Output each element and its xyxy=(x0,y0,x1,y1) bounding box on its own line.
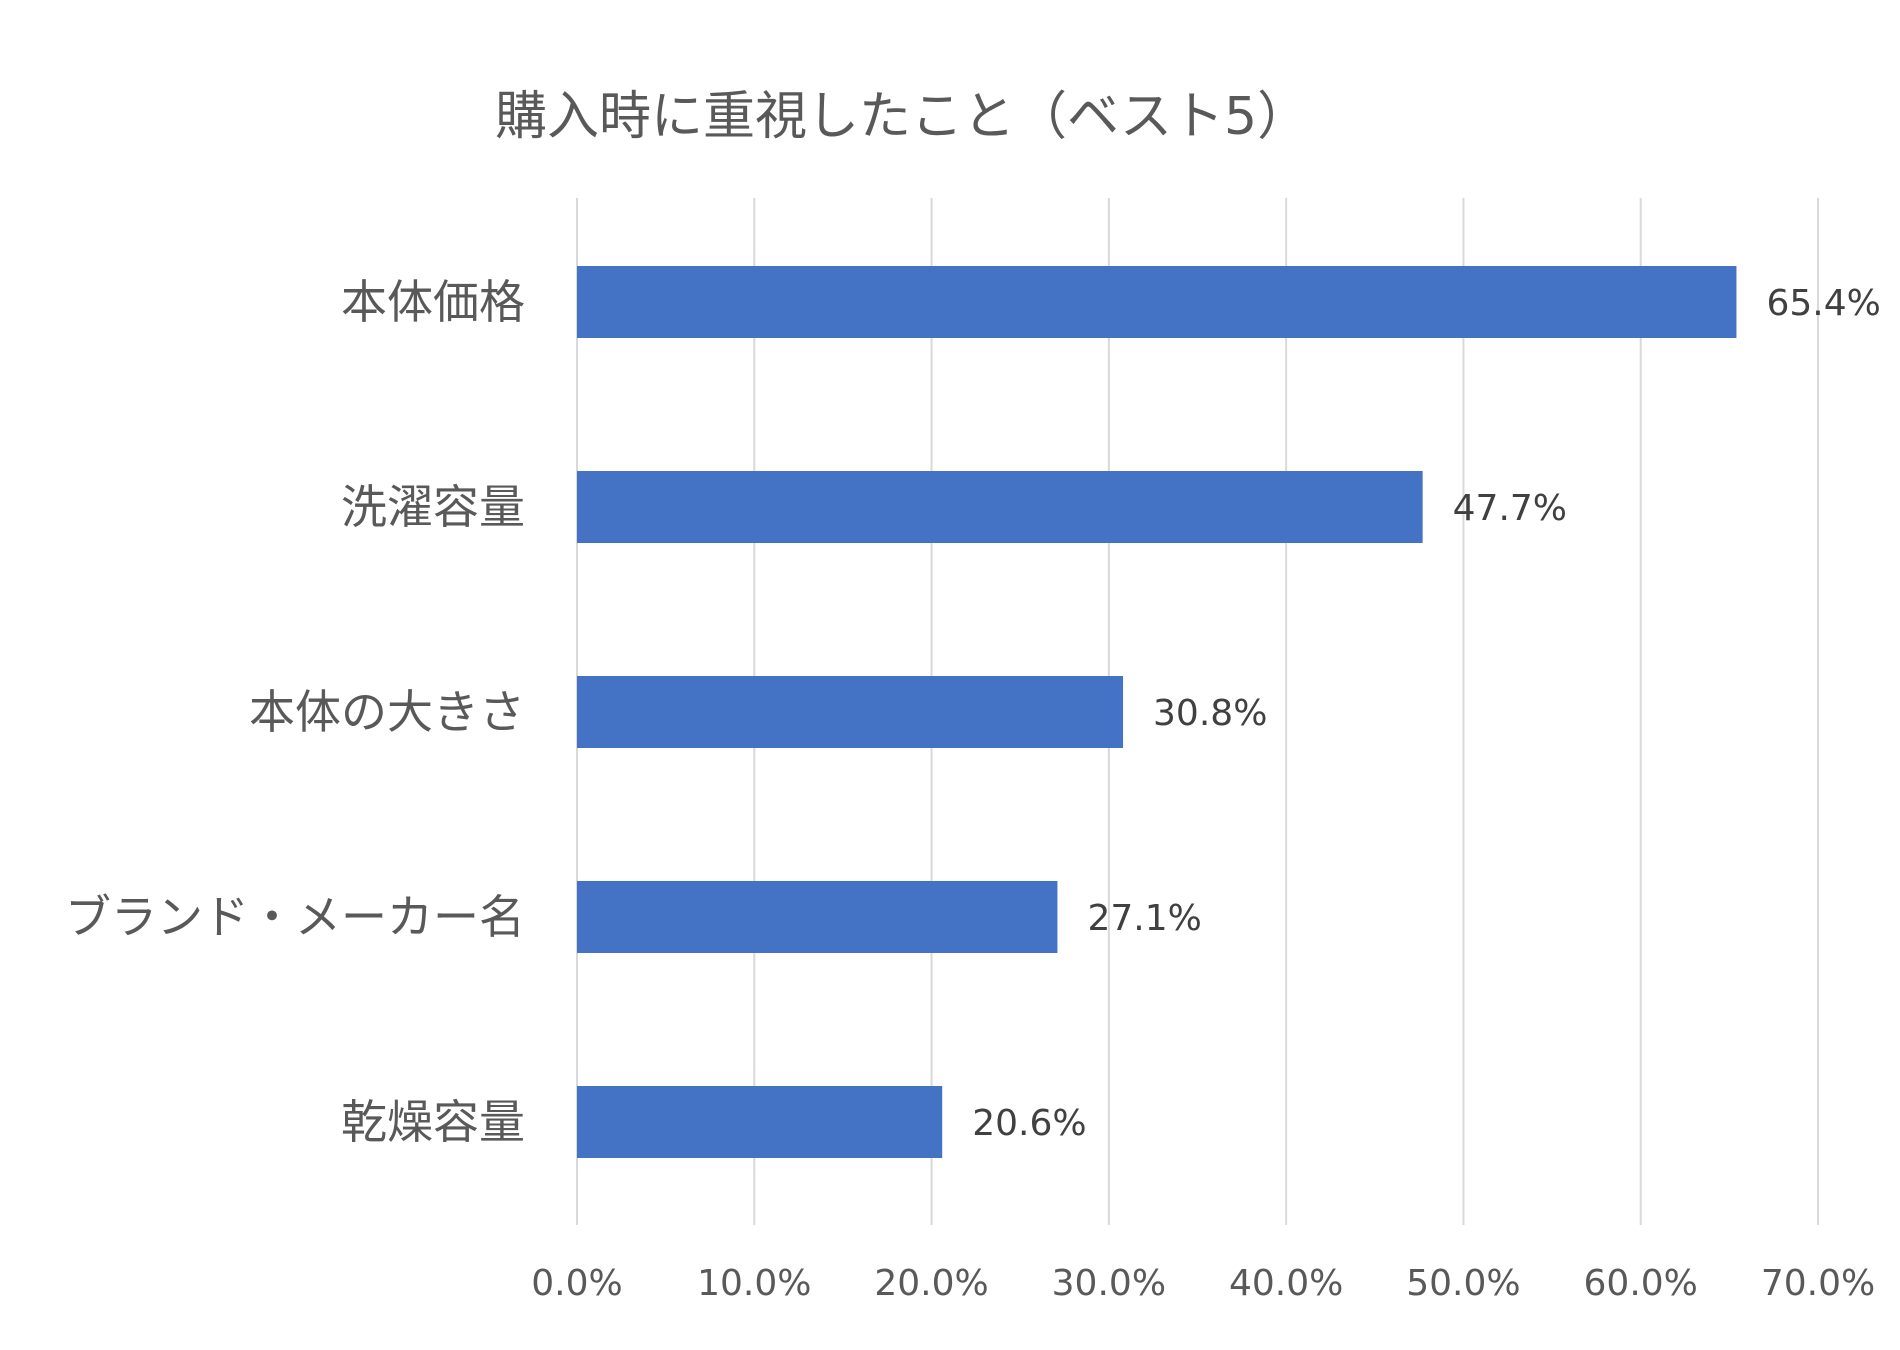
category-label-2: 本体の大きさ xyxy=(249,685,525,739)
value-labels: 65.4% 47.7% 30.8% 27.1% 20.6% xyxy=(972,283,1881,1144)
x-tick-label-6: 60.0% xyxy=(1584,1263,1698,1304)
value-label-1: 47.7% xyxy=(1453,488,1567,529)
x-axis-tick-labels: 0.0% 10.0% 20.0% 30.0% 40.0% 50.0% 60.0% 70.0% xyxy=(531,1263,1875,1304)
category-label-3: ブランド・メーカー名 xyxy=(65,890,525,944)
bar-4 xyxy=(577,1086,943,1158)
value-label-0: 65.4% xyxy=(1766,283,1880,324)
bar-3 xyxy=(577,881,1058,953)
bar-1 xyxy=(577,471,1423,543)
category-label-4: 乾燥容量 xyxy=(341,1095,525,1149)
x-tick-label-7: 70.0% xyxy=(1761,1263,1875,1304)
x-tick-label-1: 10.0% xyxy=(697,1263,811,1304)
value-label-4: 20.6% xyxy=(972,1103,1086,1144)
x-tick-label-3: 30.0% xyxy=(1052,1263,1166,1304)
bars xyxy=(577,266,1737,1158)
x-tick-label-0: 0.0% xyxy=(531,1263,622,1304)
x-tick-label-5: 50.0% xyxy=(1406,1263,1520,1304)
chart-title: 購入時に重視したこと（ベスト5） xyxy=(495,87,1309,147)
bar-2 xyxy=(577,676,1124,748)
category-label-1: 洗濯容量 xyxy=(341,480,525,534)
x-tick-label-4: 40.0% xyxy=(1229,1263,1343,1304)
category-label-0: 本体価格 xyxy=(341,275,525,329)
x-tick-label-2: 20.0% xyxy=(874,1263,988,1304)
value-label-3: 27.1% xyxy=(1087,898,1201,939)
value-label-2: 30.8% xyxy=(1153,693,1267,734)
bar-0 xyxy=(577,266,1737,338)
